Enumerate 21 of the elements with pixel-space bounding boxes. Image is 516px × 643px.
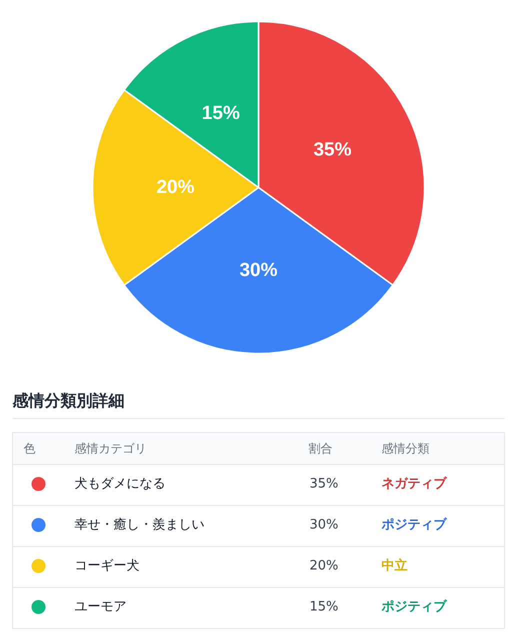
text: 色: [24, 442, 36, 456]
text: ネガティブ: [382, 476, 448, 492]
text: 割合: [308, 442, 332, 456]
legend-label: 犬もダメになる: [74, 476, 166, 492]
text: 感情分類: [382, 442, 430, 456]
legend-label: コーギー犬: [74, 558, 140, 574]
data-label: 15%: [202, 103, 240, 124]
data-label: 20%: [156, 177, 195, 198]
text: 20%: [310, 558, 338, 574]
data-label: 35%: [313, 139, 352, 160]
legend-label: 幸せ・癒し・羨ましい: [74, 518, 204, 532]
text: 30%: [310, 518, 338, 532]
text: 35%: [310, 476, 338, 492]
legend-title: 感情分類別詳細: [12, 391, 124, 410]
text: ポジティブ: [380, 516, 448, 532]
text: 中立: [382, 558, 408, 574]
text: 感情カテゴリ: [74, 442, 146, 456]
text: 15%: [310, 600, 338, 614]
legend-label: ユーモア: [74, 600, 126, 614]
text: ポジティブ: [380, 598, 448, 614]
data-label: 30%: [239, 260, 278, 281]
